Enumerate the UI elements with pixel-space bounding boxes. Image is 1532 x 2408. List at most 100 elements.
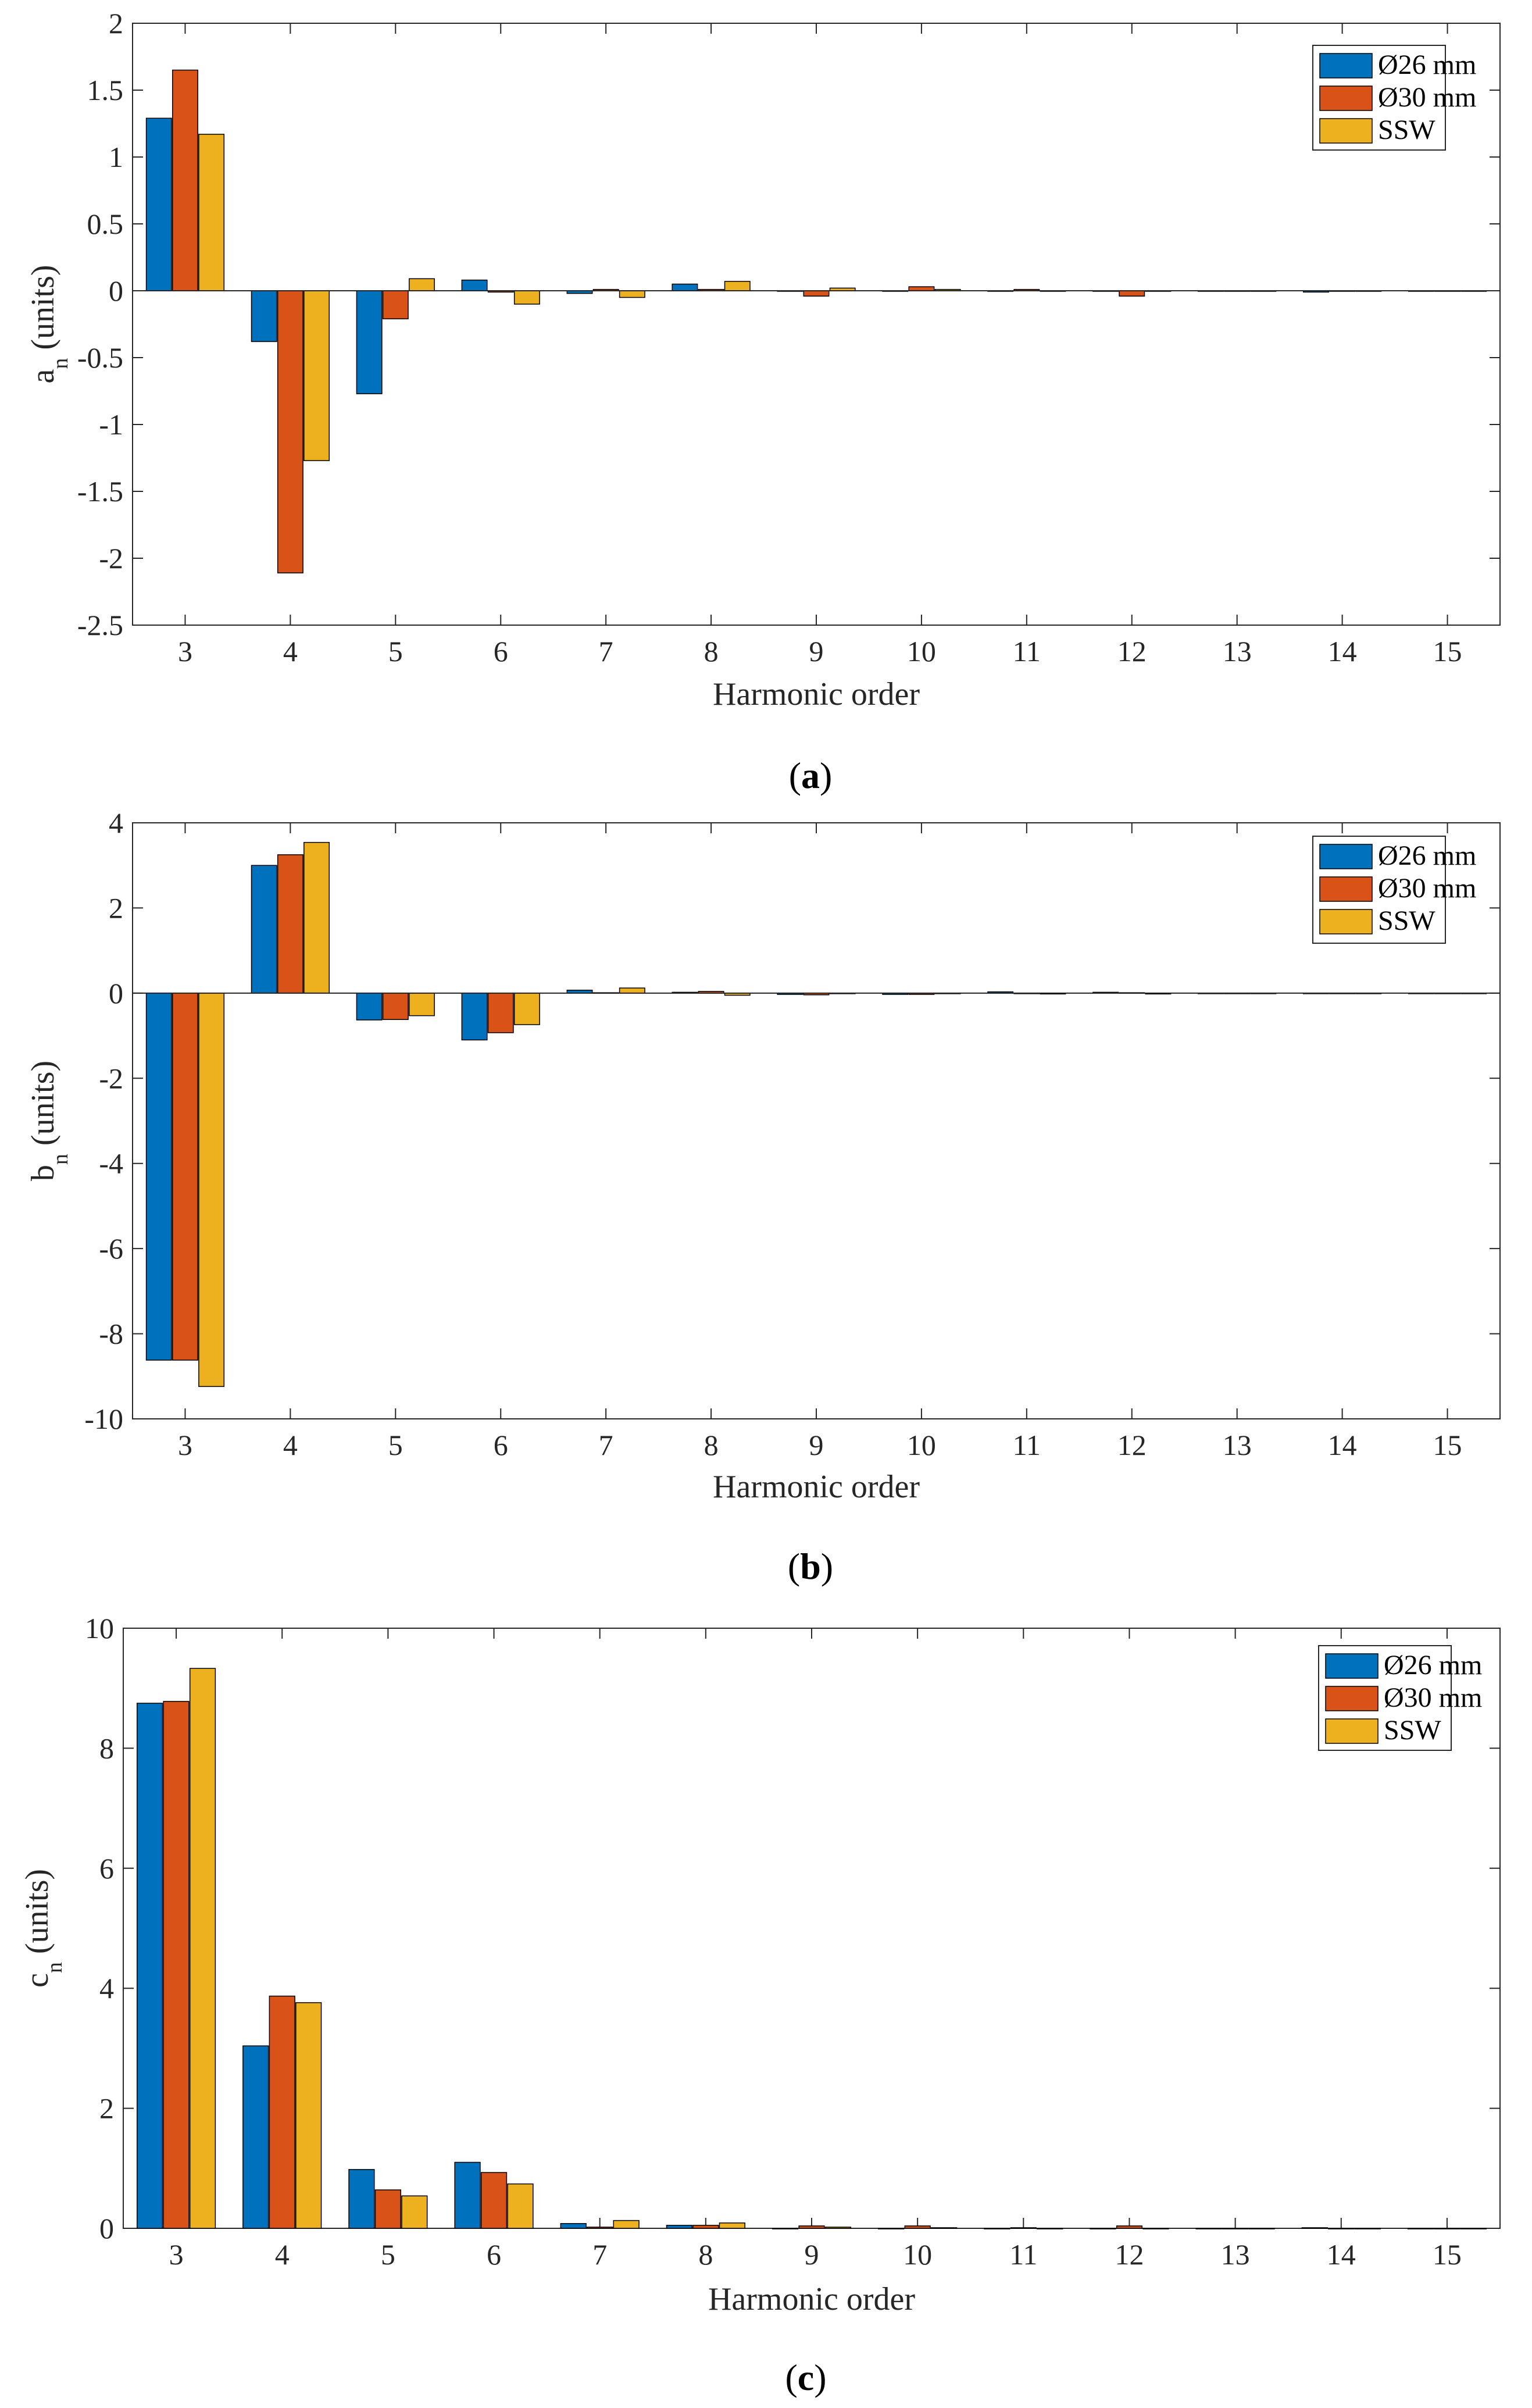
bar-c-30mm-8 (692, 2225, 719, 2229)
y-tick-label: 0 (99, 2212, 114, 2245)
bar-b-SSW-7 (619, 987, 645, 994)
y-axis-label-main: a (25, 369, 61, 384)
y-axis-label-units: (units) (25, 1061, 61, 1154)
y-tick-label: -10 (84, 1403, 123, 1435)
x-tick-label: 8 (704, 635, 719, 668)
legend-label: Ø30 mm (1378, 82, 1476, 113)
legend-label: SSW (1384, 1715, 1441, 1746)
bar-a-SSW-4 (303, 290, 330, 461)
x-tick-label: 3 (169, 2238, 184, 2271)
legend-label: SSW (1378, 905, 1435, 936)
x-tick-label: 13 (1223, 635, 1252, 668)
bar-c-SSW-4 (295, 2002, 322, 2229)
x-tick-label: 8 (704, 1429, 719, 1461)
bar-b-SSW-6 (513, 993, 540, 1025)
bar-c-SSW-8 (719, 2222, 745, 2229)
y-tick-label: 4 (109, 807, 123, 839)
caption-close: ) (820, 755, 832, 796)
bar-a-SSW-6 (513, 290, 540, 305)
bar-c-30mm-14 (1328, 2228, 1355, 2229)
x-tick-label: 9 (805, 2238, 819, 2271)
bar-c-26mm-13 (1195, 2228, 1222, 2229)
x-tick-label: 10 (907, 1429, 936, 1461)
bar-c-26mm-6 (454, 2161, 481, 2229)
bar-c-26mm-15 (1407, 2228, 1434, 2229)
x-tick-label: 12 (1115, 2238, 1144, 2271)
bar-c-26mm-5 (348, 2169, 375, 2229)
y-tick-label: 0 (109, 977, 123, 1009)
bar-a-30mm-5 (382, 290, 409, 320)
bar-c-SSW-6 (507, 2183, 534, 2229)
x-tick-label: 6 (494, 1429, 508, 1461)
caption-close: ) (821, 1546, 833, 1587)
bar-c-SSW-3 (189, 1668, 216, 2229)
y-tick-label: -6 (99, 1232, 123, 1265)
bar-c-SSW-9 (824, 2227, 852, 2229)
y-axis-label-main: c (19, 1973, 55, 1988)
bar-a-30mm-12 (1119, 290, 1145, 297)
y-tick-label: -1 (99, 408, 123, 441)
bar-b-SSW-4 (303, 841, 330, 994)
x-tick-label: 12 (1117, 635, 1147, 668)
y-axis-label: an (units) (25, 265, 73, 383)
y-tick-label: 1 (109, 141, 123, 173)
x-tick-label: 4 (275, 2238, 290, 2271)
bar-c-30mm-5 (374, 2189, 401, 2229)
axes-box (123, 1628, 1501, 2229)
bar-b-30mm-3 (172, 993, 198, 1361)
x-tick-label: 5 (388, 1429, 403, 1461)
bar-b-26mm-4 (251, 865, 277, 994)
caption-letter: b (800, 1546, 821, 1587)
x-tick-label: 15 (1433, 2238, 1462, 2271)
y-tick-label: 4 (99, 1972, 114, 2004)
y-tick-label: 10 (85, 1612, 114, 1644)
x-tick-label: 8 (698, 2238, 713, 2271)
bar-b-26mm-5 (356, 993, 383, 1021)
caption: (a) (789, 755, 833, 796)
bar-c-30mm-10 (904, 2225, 931, 2229)
caption-letter: a (801, 755, 820, 796)
bar-c-30mm-6 (480, 2172, 508, 2229)
y-axis-label: bn (units) (25, 1061, 73, 1181)
y-tick-label: -4 (99, 1147, 123, 1180)
x-tick-label: 10 (903, 2238, 932, 2271)
bar-c-30mm-13 (1222, 2228, 1249, 2229)
bar-b-26mm-3 (145, 993, 172, 1361)
x-tick-label: 4 (283, 635, 298, 668)
bar-c-30mm-4 (269, 1995, 295, 2229)
bar-c-26mm-9 (772, 2228, 799, 2229)
x-tick-label: 14 (1327, 2238, 1356, 2271)
bar-a-SSW-5 (409, 278, 435, 291)
bar-c-26mm-7 (560, 2223, 587, 2229)
bar-c-26mm-12 (1090, 2228, 1116, 2229)
caption-open: ( (785, 2357, 797, 2398)
legend-label: Ø30 mm (1378, 873, 1476, 904)
legend-swatch (1325, 1718, 1379, 1744)
chart-b: 4 2 0 -2 -4 -6 -8 -10 3 4 5 6 7 8 9 10 11 12 13 14 15 Harmoni… (25, 807, 1501, 1587)
y-axis-label-main: b (25, 1165, 61, 1181)
y-tick-label: -8 (99, 1318, 123, 1350)
axes-box (132, 822, 1501, 1419)
bar-b-30mm-4 (277, 854, 303, 994)
y-tick-label: -0.5 (77, 341, 123, 374)
legend-swatch (1325, 1686, 1379, 1711)
x-tick-label: 9 (809, 635, 824, 668)
x-tick-label: 7 (599, 1429, 613, 1461)
legend-swatch (1325, 1653, 1379, 1679)
x-tick-label: 5 (388, 635, 403, 668)
x-tick-label: 7 (599, 635, 613, 668)
y-tick-label: -2 (99, 1062, 123, 1094)
y-tick-label: 0 (109, 274, 123, 307)
bar-c-26mm-10 (878, 2228, 905, 2229)
y-tick-label: 0.5 (87, 208, 124, 240)
legend-label: SSW (1378, 115, 1435, 145)
bar-b-30mm-5 (382, 993, 409, 1021)
bar-b-26mm-6 (461, 993, 488, 1041)
bar-b-SSW-3 (198, 993, 225, 1387)
caption-letter: c (798, 2357, 814, 2398)
legend-label: Ø26 mm (1378, 840, 1476, 871)
bar-c-30mm-12 (1116, 2225, 1143, 2229)
y-axis-label: cn (units) (19, 1869, 67, 1988)
